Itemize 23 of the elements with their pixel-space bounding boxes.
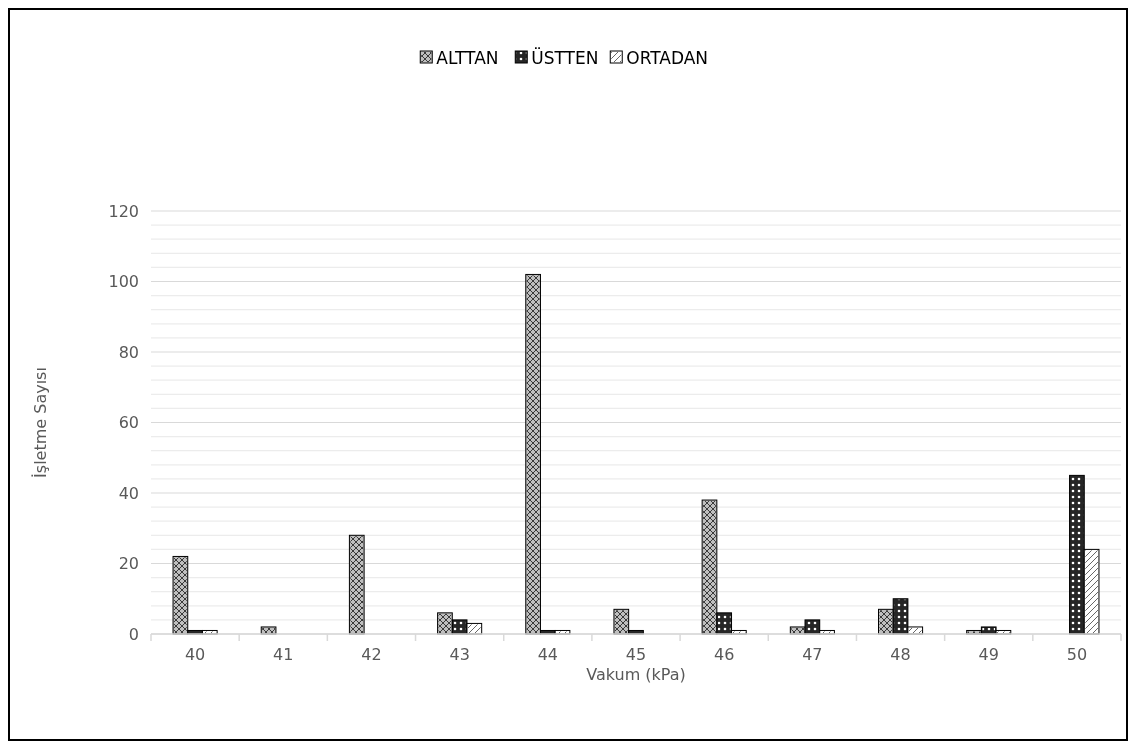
y-tick-label: 80 [118,342,139,362]
y-axis-title: İşletme Sayısı [31,367,50,478]
x-tick-label: 46 [714,645,735,664]
x-tick-label: 50 [1066,645,1088,664]
y-tick-label: 120 [108,201,139,221]
x-tick-label: 45 [625,645,647,664]
y-tick-label: 0 [128,624,139,644]
legend-label: ÜSTTEN [531,46,599,68]
x-tick-label: 43 [449,645,470,664]
y-tick-label: 40 [118,483,139,503]
x-tick-label: 48 [890,645,911,664]
legend-label: ALTTAN [436,47,499,68]
legend-label: ORTADAN [626,47,709,68]
x-tick-label: 49 [978,645,999,664]
x-tick-label: 41 [273,645,294,664]
x-tick-label: 40 [184,645,206,664]
x-tick-label: 44 [537,645,558,664]
x-tick-label: 42 [361,645,382,664]
y-tick-label: 60 [118,413,139,433]
y-tick-label: 20 [118,554,139,574]
x-tick-label: 47 [802,645,823,664]
x-axis-title: Vakum (kPa) [586,665,686,684]
y-tick-label: 100 [108,272,139,292]
